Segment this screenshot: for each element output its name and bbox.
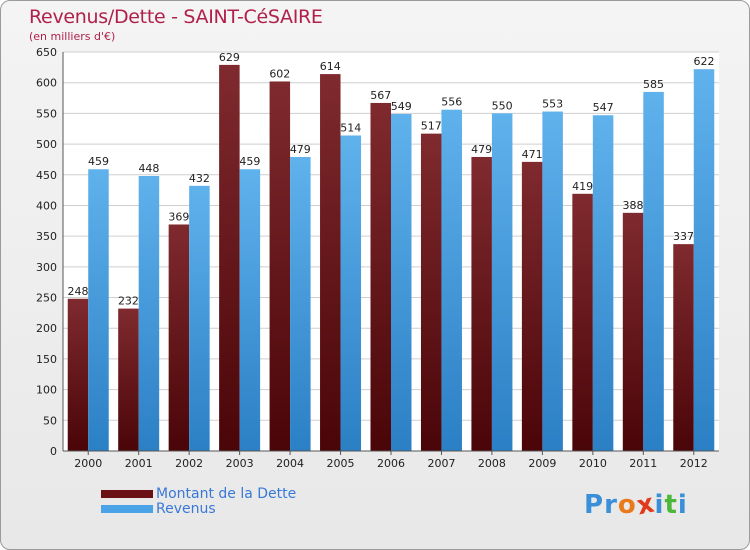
chart-title: Revenus/Dette - SAINT-CéSAIRE [29, 6, 323, 28]
x-tick-label: 2002 [175, 457, 203, 470]
bar-revenus-2003 [239, 169, 261, 451]
value-label-revenus: 553 [542, 98, 563, 111]
logo-letter: r [604, 490, 618, 520]
bar-revenus-2009 [542, 111, 563, 451]
value-label-revenus: 459 [239, 155, 260, 168]
axes: 0 50 100 150 200 250 300 350 400 450 500 550 600 650 2… [36, 46, 719, 470]
value-label-dette: 614 [320, 60, 341, 73]
value-label-dette: 517 [421, 120, 442, 133]
bar-dette-2002 [168, 224, 190, 451]
bar-revenus-2011 [643, 91, 664, 452]
value-label-revenus: 448 [138, 162, 159, 175]
chart-subtitle: (en milliers d'€) [29, 30, 116, 43]
y-tick-label: 450 [36, 169, 57, 182]
value-label-dette: 419 [572, 180, 593, 193]
x-tick-label: 2009 [528, 457, 556, 470]
y-tick-label: 550 [36, 107, 57, 120]
value-label-revenus: 479 [290, 143, 311, 156]
logo-letter: t [664, 490, 678, 520]
logo-letter: i [654, 490, 665, 520]
y-tick-label: 50 [43, 414, 57, 427]
bar-dette-2005 [320, 74, 341, 452]
bar-dette-2003 [219, 64, 240, 451]
x-tick-label: 2011 [629, 457, 657, 470]
proxiti-logo: Proxiti [584, 488, 688, 521]
bar-revenus-2006 [391, 113, 412, 451]
value-label-dette: 567 [370, 89, 391, 102]
value-label-dette: 471 [522, 148, 543, 161]
y-tick-label: 0 [50, 445, 57, 458]
x-tick-label: 2003 [226, 457, 254, 470]
bar-dette-2006 [370, 102, 391, 452]
value-label-revenus: 514 [340, 121, 361, 134]
x-tick-label: 2012 [680, 457, 708, 470]
bars-group [67, 64, 715, 452]
value-label-dette: 232 [118, 295, 139, 308]
x-tick-label: 2000 [74, 457, 102, 470]
x-tick-label: 2001 [125, 457, 153, 470]
y-tick-label: 500 [36, 138, 57, 151]
legend-label-dette: Montant de la Dette [156, 486, 297, 502]
y-tick-label: 150 [36, 353, 57, 366]
y-tick-label: 250 [36, 292, 57, 305]
bar-revenus-2004 [290, 156, 311, 451]
bar-dette-2000 [67, 298, 89, 451]
x-tick-label: 2007 [427, 457, 455, 470]
bar-revenus-2000 [88, 169, 109, 451]
value-label-revenus: 585 [643, 78, 664, 91]
y-tick-label: 300 [36, 261, 57, 274]
bar-dette-2007 [420, 133, 442, 451]
y-tick-label: 100 [36, 384, 57, 397]
y-tick-label: 200 [36, 322, 57, 335]
legend-label-revenus: Revenus [156, 501, 216, 517]
bar-dette-2001 [118, 308, 139, 451]
logo-letter: P [584, 490, 605, 520]
value-label-revenus: 547 [593, 101, 614, 114]
logo-letter: o [617, 490, 637, 520]
x-tick-label: 2004 [276, 457, 304, 470]
bar-dette-2011 [622, 212, 644, 451]
legend-swatch-dette [101, 490, 153, 498]
value-label-revenus: 432 [189, 172, 210, 185]
bar-revenus-2001 [138, 175, 160, 451]
value-label-revenus: 550 [492, 99, 513, 112]
value-label-dette: 479 [471, 143, 492, 156]
value-label-dette: 388 [623, 199, 644, 212]
bar-dette-2012 [673, 244, 694, 451]
bar-revenus-2007 [441, 109, 462, 451]
value-label-dette: 369 [168, 210, 189, 223]
y-tick-label: 600 [36, 77, 57, 90]
y-tick-label: 650 [36, 46, 57, 59]
x-tick-label: 2006 [377, 457, 405, 470]
value-label-revenus: 622 [694, 55, 715, 68]
logo-letter: i [677, 490, 688, 520]
bar-revenus-2002 [189, 185, 210, 451]
legend-swatch-revenus [101, 505, 153, 513]
value-label-dette: 248 [67, 285, 88, 298]
bar-dette-2004 [269, 81, 291, 452]
value-label-dette: 337 [673, 230, 694, 243]
bar-revenus-2012 [693, 69, 715, 452]
bar-dette-2010 [572, 193, 593, 451]
value-labels: 2484592324483694326294596024796145145675… [67, 51, 714, 308]
bar-revenus-2010 [592, 115, 614, 452]
bar-revenus-2008 [491, 113, 513, 451]
value-label-revenus: 459 [88, 155, 109, 168]
x-tick-label: 2010 [579, 457, 607, 470]
bar-dette-2009 [521, 161, 543, 451]
value-label-revenus: 556 [441, 96, 462, 109]
x-tick-label: 2008 [478, 457, 506, 470]
y-tick-label: 350 [36, 230, 57, 243]
value-label-dette: 629 [219, 51, 240, 64]
value-label-revenus: 549 [391, 100, 412, 113]
y-tick-label: 400 [36, 199, 57, 212]
bar-dette-2008 [471, 156, 492, 451]
bar-revenus-2005 [340, 135, 362, 451]
x-tick-label: 2005 [327, 457, 355, 470]
value-label-dette: 602 [269, 67, 290, 80]
